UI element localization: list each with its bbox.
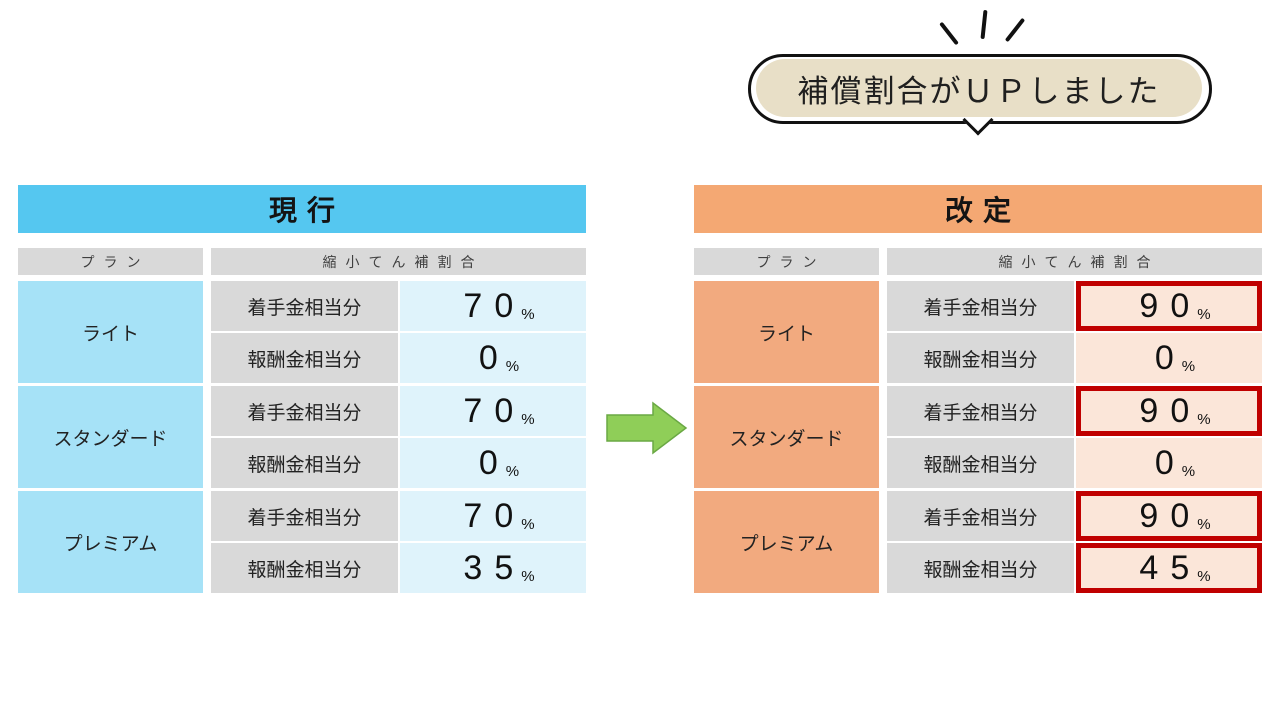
ratio-value: 90 xyxy=(1139,391,1202,430)
percent-sign: % xyxy=(1197,515,1211,533)
plan-name-cell: プレミアム xyxy=(18,491,203,593)
plan-name-cell: スタンダード xyxy=(18,386,203,488)
plan-name-cell: プレミアム xyxy=(694,491,879,593)
plan-group-standard: スタンダード 着手金相当分 70 % 報酬金相当分 0 % xyxy=(18,386,586,488)
table-row: 報酬金相当分 35 % xyxy=(211,543,586,593)
table-row: 報酬金相当分 0 % xyxy=(211,438,586,488)
percent-sign: % xyxy=(505,357,520,375)
ratio-value-cell: 70 % xyxy=(400,281,586,331)
ratio-label-cell: 報酬金相当分 xyxy=(887,438,1074,488)
table-current-column-headers: プラン 縮小てん補割合 xyxy=(18,248,586,275)
percent-sign: % xyxy=(521,410,535,428)
ratio-value-cell: 0 % xyxy=(1076,333,1262,383)
ratio-value: 70 xyxy=(463,286,526,325)
plan-group-premium: プレミアム 着手金相当分 70 % 報酬金相当分 35 % xyxy=(18,491,586,593)
plan-column-header: プラン xyxy=(694,248,879,275)
percent-sign: % xyxy=(1197,567,1211,585)
table-row: 報酬金相当分 45 % xyxy=(887,543,1262,593)
ratio-value: 0 xyxy=(1154,443,1186,482)
percent-sign: % xyxy=(505,462,520,480)
ratio-value: 0 xyxy=(478,443,510,482)
plan-group-standard: スタンダード 着手金相当分 90 % 報酬金相当分 0 % xyxy=(694,386,1262,488)
table-row: 着手金相当分 70 % xyxy=(211,491,586,541)
ratio-label-cell: 報酬金相当分 xyxy=(887,333,1074,383)
ratio-label-cell: 報酬金相当分 xyxy=(887,543,1074,593)
table-row: 着手金相当分 90 % xyxy=(887,281,1262,331)
ratio-value-cell-highlighted: 90 % xyxy=(1076,386,1262,436)
ratio-value-cell-highlighted: 45 % xyxy=(1076,543,1262,593)
ratio-column-header: 縮小てん補割合 xyxy=(211,248,586,275)
callout-bubble: 補償割合がＵＰしました xyxy=(756,59,1202,117)
plan-column-header: プラン xyxy=(18,248,203,275)
ratio-value-cell: 0 % xyxy=(1076,438,1262,488)
percent-sign: % xyxy=(1197,410,1211,428)
ratio-value: 70 xyxy=(463,391,526,430)
ratio-label-cell: 報酬金相当分 xyxy=(211,543,398,593)
table-revised: 改定 プラン 縮小てん補割合 ライト 着手金相当分 90 % 報酬金相当分 0 xyxy=(694,185,1262,593)
table-current-title: 現行 xyxy=(18,185,586,233)
ratio-value-cell-highlighted: 90 % xyxy=(1076,281,1262,331)
percent-sign: % xyxy=(1181,357,1196,375)
table-row: 報酬金相当分 0 % xyxy=(887,438,1262,488)
right-arrow-icon xyxy=(606,401,688,455)
ratio-label-cell: 着手金相当分 xyxy=(211,491,398,541)
ratio-label-cell: 着手金相当分 xyxy=(211,281,398,331)
ratio-value: 0 xyxy=(1154,338,1186,377)
ratio-value-cell: 70 % xyxy=(400,386,586,436)
callout: 補償割合がＵＰしました xyxy=(0,0,1280,160)
plan-name-cell: スタンダード xyxy=(694,386,879,488)
ratio-value: 90 xyxy=(1139,496,1202,535)
table-row: 着手金相当分 90 % xyxy=(887,386,1262,436)
percent-sign: % xyxy=(521,305,535,323)
table-row: 着手金相当分 70 % xyxy=(211,386,586,436)
plan-group-light: ライト 着手金相当分 70 % 報酬金相当分 0 % xyxy=(18,281,586,383)
ratio-value-cell: 0 % xyxy=(400,438,586,488)
emphasis-line-left-icon xyxy=(939,21,959,46)
callout-text: 補償割合がＵＰしました xyxy=(797,73,1161,109)
ratio-value: 45 xyxy=(1139,548,1202,587)
plan-group-premium: プレミアム 着手金相当分 90 % 報酬金相当分 45 % xyxy=(694,491,1262,593)
ratio-value: 70 xyxy=(463,496,526,535)
ratio-value-cell: 35 % xyxy=(400,543,586,593)
plan-group-light: ライト 着手金相当分 90 % 報酬金相当分 0 % xyxy=(694,281,1262,383)
table-row: 報酬金相当分 0 % xyxy=(887,333,1262,383)
plan-name-cell: ライト xyxy=(694,281,879,383)
percent-sign: % xyxy=(521,567,535,585)
ratio-value-cell: 0 % xyxy=(400,333,586,383)
ratio-value: 90 xyxy=(1139,286,1202,325)
ratio-value: 35 xyxy=(463,548,526,587)
table-row: 報酬金相当分 0 % xyxy=(211,333,586,383)
ratio-value-cell: 70 % xyxy=(400,491,586,541)
table-current: 現行 プラン 縮小てん補割合 ライト 着手金相当分 70 % 報酬金相当分 0 xyxy=(18,185,586,593)
ratio-label-cell: 着手金相当分 xyxy=(887,386,1074,436)
emphasis-line-right-icon xyxy=(1004,17,1026,43)
table-current-body: ライト 着手金相当分 70 % 報酬金相当分 0 % xyxy=(18,281,586,593)
ratio-label-cell: 着手金相当分 xyxy=(887,491,1074,541)
table-revised-column-headers: プラン 縮小てん補割合 xyxy=(694,248,1262,275)
ratio-column-header: 縮小てん補割合 xyxy=(887,248,1262,275)
percent-sign: % xyxy=(521,515,535,533)
emphasis-line-mid-icon xyxy=(980,9,988,40)
ratio-label-cell: 着手金相当分 xyxy=(887,281,1074,331)
percent-sign: % xyxy=(1197,305,1211,323)
ratio-value-cell-highlighted: 90 % xyxy=(1076,491,1262,541)
ratio-value: 0 xyxy=(478,338,510,377)
plan-name-cell: ライト xyxy=(18,281,203,383)
table-revised-body: ライト 着手金相当分 90 % 報酬金相当分 0 % xyxy=(694,281,1262,593)
table-row: 着手金相当分 90 % xyxy=(887,491,1262,541)
percent-sign: % xyxy=(1181,462,1196,480)
ratio-label-cell: 報酬金相当分 xyxy=(211,438,398,488)
ratio-label-cell: 報酬金相当分 xyxy=(211,333,398,383)
table-row: 着手金相当分 70 % xyxy=(211,281,586,331)
table-revised-title: 改定 xyxy=(694,185,1262,233)
ratio-label-cell: 着手金相当分 xyxy=(211,386,398,436)
